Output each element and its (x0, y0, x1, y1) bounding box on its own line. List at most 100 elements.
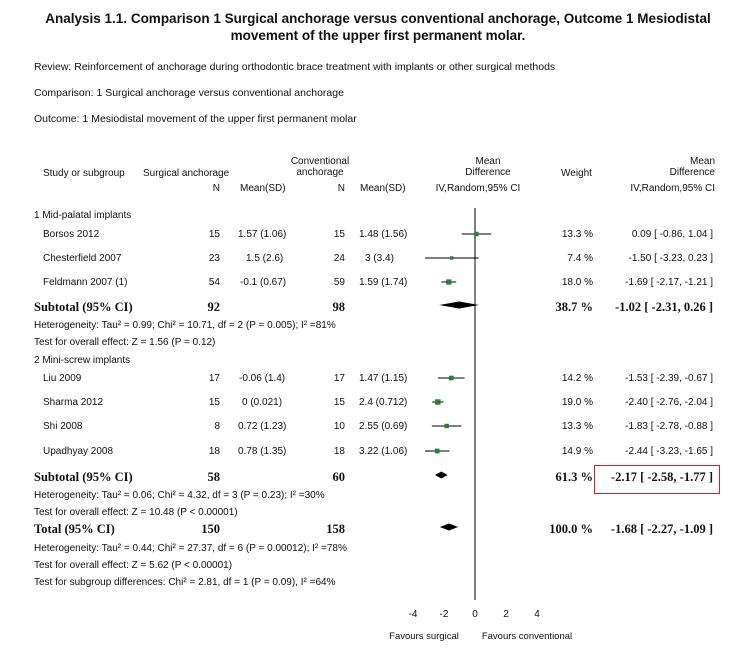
study-name: Feldmann 2007 (1) (43, 277, 128, 288)
study-ci: -1.53 [ -2.39, -0.67 ] (625, 373, 713, 384)
total-overall-effect: Test for overall effect: Z = 5.62 (P < 0… (34, 560, 233, 571)
total-n2: 158 (326, 522, 345, 536)
study-name: Shi 2008 (43, 421, 83, 432)
header-md-4: Mean (689, 156, 715, 167)
study-name: Liu 2009 (43, 373, 82, 384)
study-mean2: 2.4 (0.712) (359, 397, 408, 408)
total-n1: 150 (201, 522, 220, 536)
total-heterogeneity: Heterogeneity: Tau² = 0.44; Chi² = 27.37… (34, 543, 347, 554)
study-n2: 59 (333, 277, 345, 288)
summary-diamond (439, 301, 480, 309)
outcome-line: Outcome: 1 Mesiodistal movement of the u… (34, 113, 357, 125)
header-md-3: IV,Random,95% CI (435, 183, 521, 194)
total-ci: -1.68 [ -2.27, -1.09 ] (610, 522, 713, 536)
subtotal-weight: 38.7 % (555, 300, 594, 314)
heterogeneity-1: Heterogeneity: Tau² = 0.99; Chi² = 10.71… (34, 320, 336, 331)
study-n1: 15 (208, 229, 220, 240)
study-marker (474, 231, 479, 237)
header-md-1: Mean (475, 156, 501, 167)
header-conventional-1: Conventional (290, 156, 350, 167)
subtotal-n1: 92 (207, 300, 221, 314)
axis-tick-label: 0 (472, 609, 478, 620)
group-1-label: 1 Mid-palatal implants (34, 210, 132, 221)
study-mean1: 0 (0.021) (242, 397, 283, 408)
study-n1: 17 (208, 373, 220, 384)
overall-effect-2: Test for overall effect: Z = 10.48 (P < … (34, 507, 238, 518)
subtotal-ci: -1.02 [ -2.31, 0.26 ] (615, 300, 713, 314)
study-mean2: 3 (3.4) (365, 253, 394, 264)
study-marker (435, 399, 441, 405)
header-mean1: Mean(SD) (240, 183, 286, 194)
study-mean2: 1.48 (1.56) (359, 229, 408, 240)
study-ci: -2.44 [ -3.23, -1.65 ] (625, 446, 713, 457)
axis-tick-label: 2 (503, 609, 509, 620)
study-name: Chesterfield 2007 (43, 253, 122, 264)
study-n1: 8 (214, 421, 220, 432)
study-weight: 13.3 % (561, 229, 593, 240)
study-n1: 15 (208, 397, 220, 408)
study-n2: 18 (333, 446, 345, 457)
study-marker (448, 375, 454, 381)
study-marker (450, 256, 454, 260)
header-conventional-2: anchorage (296, 167, 344, 178)
study-mean2: 1.59 (1.74) (359, 277, 408, 288)
subtotal-ci: -2.17 [ -2.58, -1.77 ] (610, 470, 713, 484)
study-weight: 7.4 % (567, 253, 593, 264)
header-md-2: Difference (465, 167, 511, 178)
study-n2: 17 (333, 373, 345, 384)
header-n2: N (337, 183, 345, 194)
subtotal-weight: 61.3 % (555, 470, 594, 484)
header-md-6: IV,Random,95% CI (630, 183, 715, 194)
review-line: Review: Reinforcement of anchorage durin… (34, 61, 556, 73)
study-n2: 15 (333, 397, 345, 408)
heterogeneity-2: Heterogeneity: Tau² = 0.06; Chi² = 4.32,… (34, 490, 325, 501)
header-study: Study or subgroup (43, 168, 125, 179)
study-n2: 15 (333, 229, 345, 240)
study-ci: -2.40 [ -2.76, -2.04 ] (625, 397, 713, 408)
subtotal-n2: 98 (332, 300, 346, 314)
study-name: Upadhyay 2008 (43, 446, 114, 457)
study-weight: 14.2 % (561, 373, 593, 384)
total-weight: 100.0 % (549, 522, 593, 536)
header-md-5: Difference (669, 167, 715, 178)
title-line-2: movement of the upper first permanent mo… (230, 28, 526, 43)
summary-diamond (435, 471, 448, 479)
summary-diamond (439, 523, 459, 531)
subgroup-differences: Test for subgroup differences: Chi² = 2.… (34, 577, 336, 588)
study-ci: -1.83 [ -2.78, -0.88 ] (625, 421, 713, 432)
study-weight: 14.9 % (561, 446, 593, 457)
study-weight: 13.3 % (561, 421, 593, 432)
highlight-box (594, 465, 720, 494)
study-ci: -1.69 [ -2.17, -1.21 ] (625, 277, 713, 288)
header-mean2: Mean(SD) (360, 183, 406, 194)
study-n1: 18 (208, 446, 220, 457)
study-mean1: 1.57 (1.06) (238, 229, 287, 240)
title-line-1: Analysis 1.1. Comparison 1 Surgical anch… (45, 11, 711, 26)
study-ci: -1.50 [ -3.23, 0.23 ] (628, 253, 714, 264)
study-mean1: 0.72 (1.23) (238, 421, 287, 432)
header-surgical: Surgical anchorage (143, 168, 230, 179)
axis-tick-label: -2 (440, 609, 449, 620)
axis-tick-label: 4 (534, 609, 540, 620)
study-mean1: -0.1 (0.67) (240, 277, 287, 288)
study-n1: 23 (208, 253, 220, 264)
study-name: Sharma 2012 (43, 397, 104, 408)
study-mean2: 2.55 (0.69) (359, 421, 408, 432)
study-n2: 10 (333, 421, 345, 432)
axis-left-label: Favours surgical (389, 631, 459, 642)
study-ci: 0.09 [ -0.86, 1.04 ] (631, 229, 713, 240)
study-mean1: -0.06 (1.4) (239, 373, 286, 384)
study-name: Borsos 2012 (43, 229, 100, 240)
study-marker (434, 448, 440, 454)
study-marker (446, 279, 452, 285)
study-mean2: 1.47 (1.15) (359, 373, 408, 384)
comparison-line: Comparison: 1 Surgical anchorage versus … (34, 87, 344, 99)
study-weight: 18.0 % (561, 277, 593, 288)
axis-right-label: Favours conventional (482, 631, 572, 642)
study-mean1: 1.5 (2.6) (246, 253, 284, 264)
header-n1: N (212, 183, 220, 194)
group-2-label: 2 Mini-screw implants (34, 355, 131, 366)
study-mean2: 3.22 (1.06) (359, 446, 408, 457)
study-mean1: 0.78 (1.35) (238, 446, 287, 457)
